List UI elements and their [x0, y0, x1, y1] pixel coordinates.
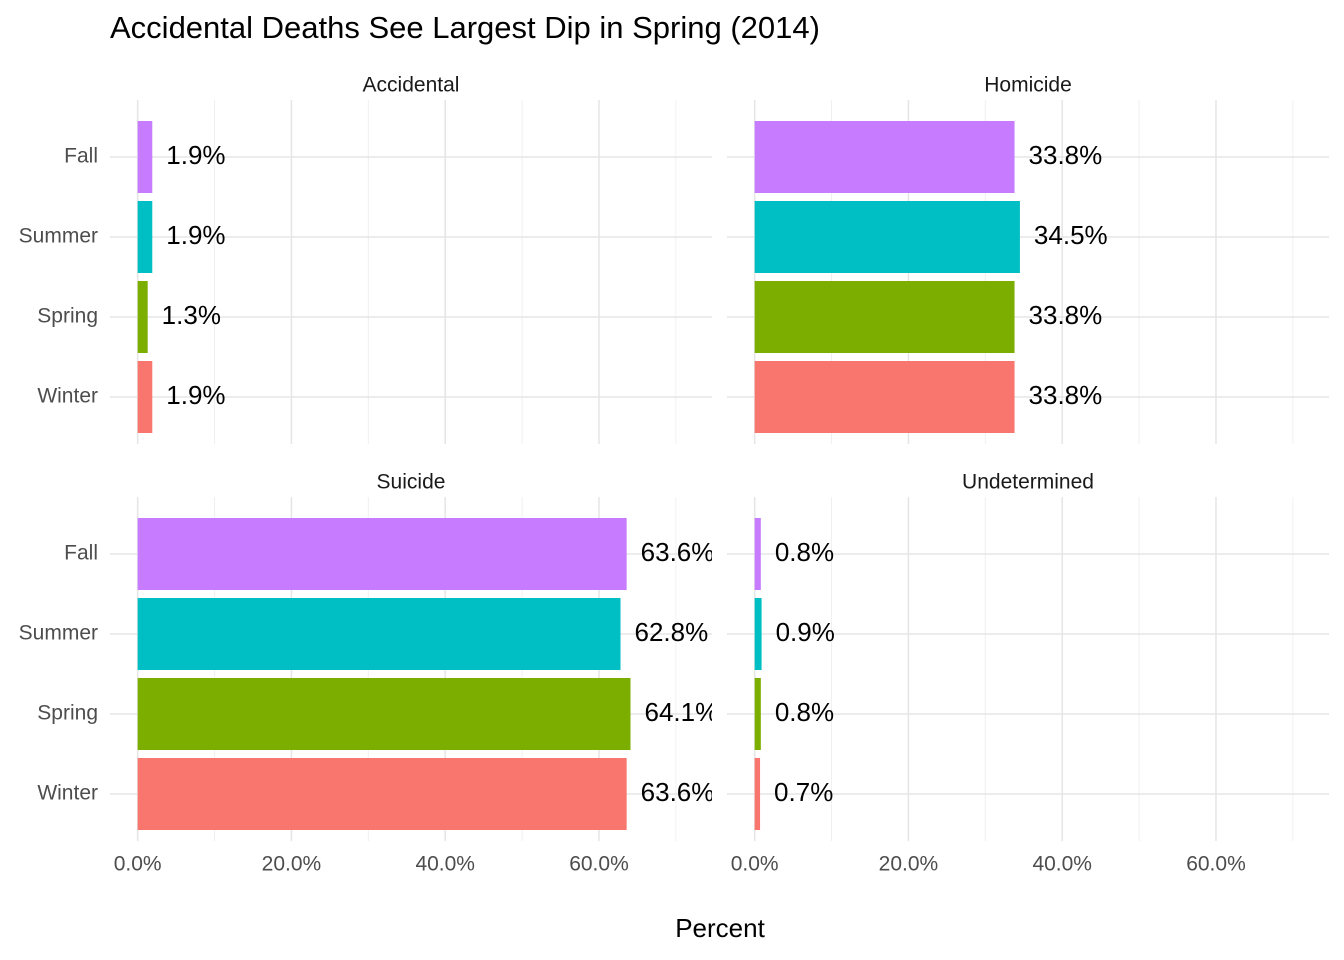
y-tick-label: Winter [37, 385, 98, 408]
x-tick-label: 0.0% [731, 853, 779, 876]
panel: Homicide 33.8% 34.5% 33.8% 33.8% [727, 74, 1329, 444]
x-tick-label: 60.0% [1186, 853, 1246, 876]
value-label: 33.8% [1029, 380, 1103, 410]
bar [137, 281, 148, 353]
value-label: 33.8% [1029, 140, 1103, 170]
y-tick-label: Summer [19, 622, 98, 645]
bar [137, 598, 621, 670]
bar [137, 201, 153, 273]
bar [754, 121, 1015, 193]
bar [137, 678, 631, 750]
value-label: 1.9% [166, 220, 225, 250]
chart-title: Accidental Deaths See Largest Dip in Spr… [110, 10, 820, 45]
value-label: 62.8% [635, 617, 709, 647]
x-tick-label: 20.0% [879, 853, 939, 876]
panel: Suicide Fall Summer Spring Winter 0.0% 20.0% 40… [19, 471, 719, 876]
facet-title: Suicide [377, 471, 446, 494]
facet-title: Accidental [363, 74, 460, 97]
value-label: 1.3% [162, 300, 221, 330]
y-tick-label: Winter [37, 782, 98, 805]
bar [754, 758, 761, 830]
value-label: 63.6% [641, 537, 715, 567]
value-label: 0.8% [775, 697, 834, 727]
value-label: 1.9% [166, 140, 225, 170]
x-tick-label: 40.0% [415, 853, 475, 876]
bar [137, 758, 627, 830]
bar [754, 281, 1015, 353]
bar [754, 201, 1020, 273]
panel: Accidental Fall Summer Spring Winter 1.9% 1.9%… [19, 74, 712, 444]
x-tick-label: 20.0% [262, 853, 322, 876]
x-axis-title: Percent [675, 913, 765, 943]
x-tick-label: 40.0% [1032, 853, 1092, 876]
facet-title: Undetermined [962, 471, 1094, 494]
value-label: 64.1% [645, 697, 719, 727]
value-label: 63.6% [641, 777, 715, 807]
bar [137, 361, 153, 433]
value-label: 0.7% [774, 777, 833, 807]
y-tick-label: Summer [19, 225, 98, 248]
bar [137, 518, 627, 590]
bar [754, 678, 761, 750]
panel: Undetermined 0.0% 20.0% 40.0% 60.0% 0.8% 0.9% 0… [727, 471, 1329, 876]
x-tick-label: 60.0% [569, 853, 629, 876]
value-label: 1.9% [166, 380, 225, 410]
y-tick-label: Spring [37, 702, 98, 725]
y-tick-label: Fall [64, 542, 98, 565]
bar [754, 518, 761, 590]
bar [754, 361, 1015, 433]
facet-title: Homicide [984, 74, 1072, 97]
value-label: 0.9% [776, 617, 835, 647]
value-label: 34.5% [1034, 220, 1108, 250]
x-tick-label: 0.0% [114, 853, 162, 876]
bar [137, 121, 153, 193]
bar [754, 598, 762, 670]
value-label: 33.8% [1029, 300, 1103, 330]
y-tick-label: Fall [64, 145, 98, 168]
value-label: 0.8% [775, 537, 834, 567]
y-tick-label: Spring [37, 305, 98, 328]
